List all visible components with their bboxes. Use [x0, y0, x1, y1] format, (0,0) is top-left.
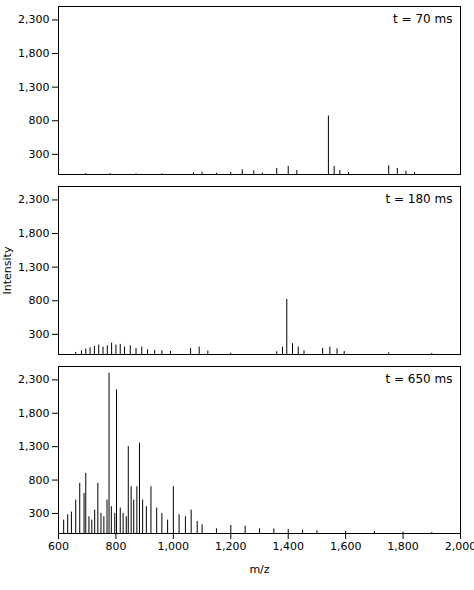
svg-text:t = 70 ms: t = 70 ms	[393, 12, 452, 26]
svg-text:1,000: 1,000	[158, 540, 190, 553]
svg-text:2,000: 2,000	[445, 540, 474, 553]
svg-text:Intensity: Intensity	[1, 246, 14, 294]
svg-text:1,300: 1,300	[18, 440, 50, 453]
svg-text:1,800: 1,800	[387, 540, 419, 553]
svg-text:1,300: 1,300	[18, 261, 50, 274]
svg-text:2,300: 2,300	[18, 13, 50, 26]
svg-text:m/z: m/z	[249, 563, 269, 576]
svg-text:1,800: 1,800	[18, 407, 50, 420]
svg-text:t = 180 ms: t = 180 ms	[385, 192, 452, 206]
svg-text:800: 800	[29, 114, 50, 127]
svg-text:1,800: 1,800	[18, 47, 50, 60]
svg-text:300: 300	[29, 148, 50, 161]
svg-text:800: 800	[105, 540, 126, 553]
svg-text:1,600: 1,600	[330, 540, 362, 553]
svg-text:t = 650 ms: t = 650 ms	[385, 372, 452, 386]
svg-text:300: 300	[29, 328, 50, 341]
svg-text:800: 800	[29, 474, 50, 487]
svg-text:1,300: 1,300	[18, 81, 50, 94]
svg-text:800: 800	[29, 294, 50, 307]
svg-text:2,300: 2,300	[18, 193, 50, 206]
svg-text:1,800: 1,800	[18, 227, 50, 240]
svg-text:600: 600	[48, 540, 69, 553]
svg-text:1,400: 1,400	[272, 540, 304, 553]
svg-text:300: 300	[29, 507, 50, 520]
svg-text:1,200: 1,200	[215, 540, 247, 553]
svg-text:2,300: 2,300	[18, 373, 50, 386]
